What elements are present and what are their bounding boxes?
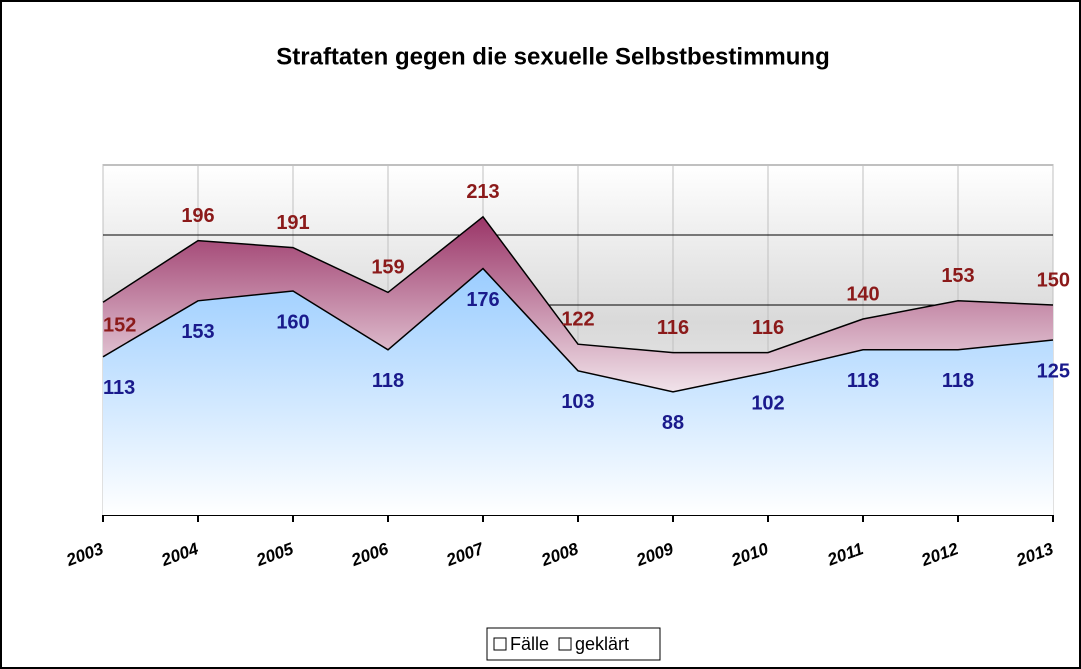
data-label: 118 (847, 370, 879, 392)
legend-label: geklärt (575, 634, 629, 654)
data-label: 153 (941, 265, 974, 287)
data-label: 113 (103, 377, 135, 399)
data-label: 159 (371, 257, 404, 279)
legend-label: Fälle (510, 634, 549, 654)
area (103, 268, 1053, 515)
data-label: 116 (752, 317, 784, 339)
legend-box (486, 627, 661, 661)
data-label: 103 (561, 391, 594, 413)
data-label: 150 (1037, 269, 1070, 291)
data-label: 118 (942, 370, 974, 392)
data-label: 213 (466, 181, 499, 203)
area-line (102, 267, 1054, 393)
data-label: 160 (276, 311, 309, 333)
chart-title: Straftaten gegen die sexuelle Selbstbest… (276, 43, 829, 70)
legend-swatch (493, 637, 507, 651)
data-label: 176 (466, 289, 499, 311)
data-label: 88 (662, 412, 684, 434)
legend-swatch (558, 637, 572, 651)
data-label: 118 (372, 370, 404, 392)
data-label: 125 (1037, 360, 1070, 382)
legend: Fälle geklärt (486, 627, 661, 661)
data-label: 153 (181, 321, 214, 343)
data-label: 152 (103, 314, 136, 336)
data-label: 116 (657, 317, 689, 339)
data-label: 191 (276, 212, 309, 234)
data-label: 122 (561, 308, 594, 330)
data-label: 102 (751, 392, 784, 414)
data-label: 140 (846, 283, 879, 305)
area-line (102, 215, 1054, 354)
data-label: 196 (181, 205, 214, 227)
